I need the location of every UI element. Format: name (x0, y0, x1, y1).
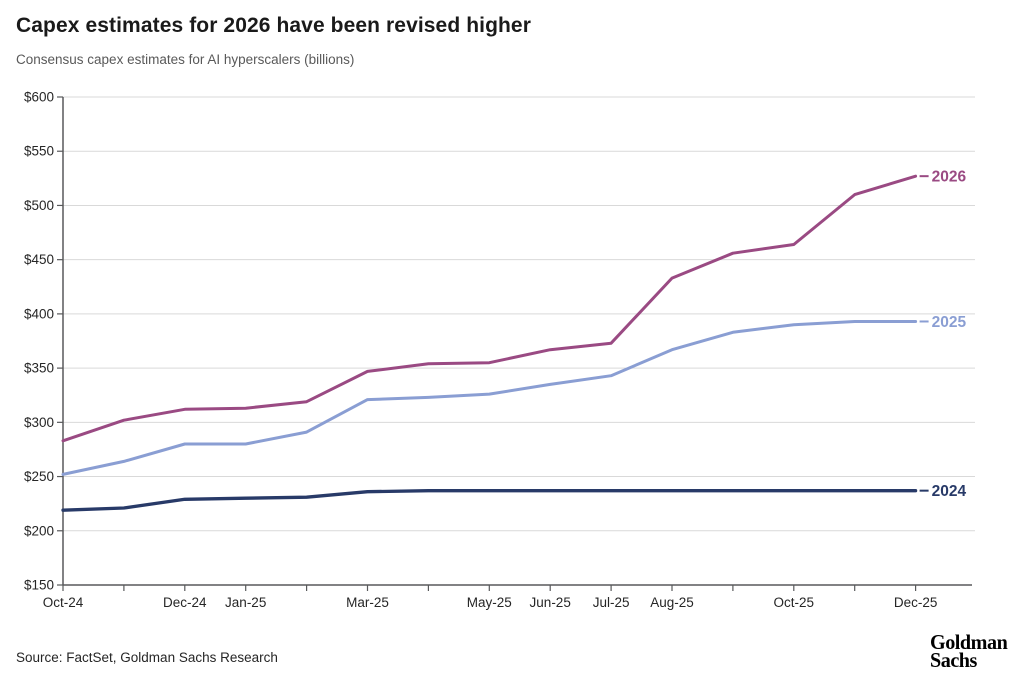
series-label-2024: 2024 (932, 483, 967, 500)
source-note: Source: FactSet, Goldman Sachs Research (16, 650, 278, 665)
x-axis-label: Oct-24 (43, 595, 84, 610)
x-axis-label: Mar-25 (346, 595, 389, 610)
y-axis-label: $600 (24, 90, 54, 105)
y-axis-label: $300 (24, 415, 54, 430)
logo-line-1: Goldman (930, 630, 1008, 654)
y-axis-label: $550 (24, 144, 54, 159)
x-axis-label: Oct-25 (774, 595, 815, 610)
x-axis-label: Jul-25 (593, 595, 630, 610)
chart-subtitle: Consensus capex estimates for AI hypersc… (16, 52, 355, 67)
x-axis-label: Dec-25 (894, 595, 938, 610)
series-label-2025: 2025 (932, 314, 967, 331)
y-axis-label: $150 (24, 578, 54, 593)
x-axis-label: Aug-25 (650, 595, 694, 610)
series-line-2026 (61, 174, 918, 443)
x-axis-label: Jun-25 (530, 595, 571, 610)
y-axis-label: $200 (24, 523, 54, 538)
y-axis-label: $250 (24, 469, 54, 484)
y-axis-label: $350 (24, 361, 54, 376)
capex-line-chart: $600 $550 $500 $450 $400 $350 $300 $250 $200 $150… (24, 90, 975, 610)
x-axis-label: Dec-24 (163, 595, 207, 610)
goldman-sachs-logo: Goldman Sachs (930, 630, 1008, 672)
y-axis-label: $450 (24, 252, 54, 267)
y-axis-label: $500 (24, 198, 54, 213)
x-axis-label: Jan-25 (225, 595, 266, 610)
logo-line-2: Sachs (930, 648, 977, 672)
chart-title: Capex estimates for 2026 have been revis… (16, 14, 531, 37)
series-label-2026: 2026 (932, 169, 967, 186)
x-axis-label: May-25 (467, 595, 512, 610)
y-axis-label: $400 (24, 306, 54, 321)
series-line-2025 (61, 320, 918, 476)
series-line-2024 (61, 489, 918, 512)
